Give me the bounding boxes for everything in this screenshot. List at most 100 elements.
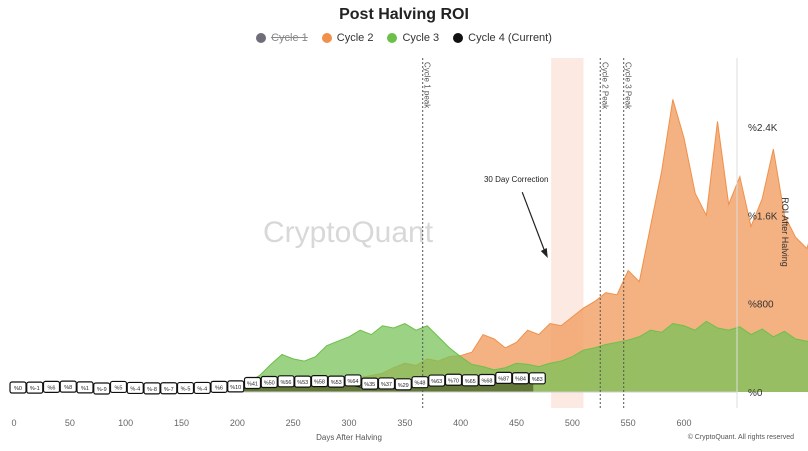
annotation-label: 30 Day Correction <box>484 175 548 184</box>
data-label: %-9 <box>93 382 111 395</box>
data-label: %5 <box>109 380 128 394</box>
data-label-text: %6 <box>215 385 223 391</box>
data-label-text: %-9 <box>97 387 107 393</box>
x-tick-label: 0 <box>11 418 16 428</box>
data-label: %-4 <box>126 381 144 395</box>
legend-label: Cycle 1 <box>271 32 308 44</box>
data-label-text: %50 <box>264 380 275 386</box>
legend-swatch <box>321 33 332 43</box>
y-tick-label: %1.6K <box>748 211 778 222</box>
x-tick-label: 450 <box>509 418 524 428</box>
data-label-text: %5 <box>115 385 123 391</box>
data-label-text: %-4 <box>130 386 140 392</box>
data-label-text: %37 <box>381 382 392 388</box>
data-label-text: %-1 <box>30 386 40 392</box>
data-label-box <box>478 373 496 387</box>
peak-label: Cycle 1 peak <box>423 62 432 109</box>
data-label-box <box>411 376 429 389</box>
data-label-box <box>210 380 228 393</box>
legend-label: Cycle 3 <box>402 32 440 44</box>
data-label-box <box>377 377 396 390</box>
data-label-box <box>193 381 211 395</box>
data-label-text: %8 <box>64 385 72 391</box>
data-label-box <box>461 374 479 387</box>
data-label-box <box>227 380 245 393</box>
data-label-text: %84 <box>515 377 526 383</box>
data-label-text: %-4 <box>197 386 207 392</box>
data-label: %50 <box>260 375 278 389</box>
data-label: %53 <box>294 375 312 388</box>
y-tick-label: %0 <box>748 388 763 399</box>
data-label: %35 <box>361 377 379 390</box>
data-label-text: %56 <box>280 380 291 386</box>
data-label: %-8 <box>143 382 161 395</box>
data-label-text: %35 <box>364 382 375 388</box>
data-label: %70 <box>444 373 463 386</box>
data-label: %58 <box>310 374 329 388</box>
legend-cycle-1[interactable]: Cycle 1 <box>256 32 308 44</box>
data-label: %63 <box>428 374 446 387</box>
data-label-box <box>93 382 111 395</box>
x-tick-label: 600 <box>676 418 691 428</box>
data-label-box <box>59 380 77 393</box>
data-label-text: %87 <box>498 376 509 382</box>
peak-label: Cycle 2 Peak <box>600 62 609 110</box>
data-label: %37 <box>377 377 396 390</box>
area-cycle-3 <box>14 321 808 392</box>
x-tick-label: 150 <box>174 418 189 428</box>
data-label-box <box>511 372 530 385</box>
data-label-box <box>327 375 345 388</box>
x-axis-title: Days After Halving <box>316 433 382 442</box>
data-label-text: %64 <box>347 379 358 385</box>
legend-swatch <box>453 33 464 43</box>
x-tick-label: 350 <box>397 418 412 428</box>
y-axis-title: ROI After Halving <box>780 197 790 267</box>
data-label-text: %58 <box>314 380 325 386</box>
watermark: CryptoQuant <box>263 216 434 249</box>
legend-cycle-4[interactable]: Cycle 4 (Current) <box>453 32 552 44</box>
data-label: %53 <box>327 375 345 388</box>
x-tick-label: 50 <box>65 418 75 428</box>
legend-cycle-3[interactable]: Cycle 3 <box>387 32 439 44</box>
data-label: %65 <box>461 374 479 387</box>
data-label-box <box>361 377 379 390</box>
arrow-head-icon <box>540 247 548 258</box>
data-label-text: %53 <box>331 380 342 386</box>
data-label-text: %63 <box>431 379 442 385</box>
data-label-text: %-8 <box>147 387 157 393</box>
data-label-box <box>294 375 312 388</box>
data-label-box <box>243 376 262 390</box>
data-label-box <box>9 381 27 394</box>
peak-label: Cycle 3 Peak <box>624 62 633 110</box>
data-label-box <box>344 374 362 387</box>
data-label: %-5 <box>176 381 195 395</box>
data-label: %10 <box>227 380 245 393</box>
data-label: %29 <box>394 378 412 391</box>
data-label-text: %53 <box>297 380 308 386</box>
data-label: %68 <box>478 373 496 387</box>
data-label-box <box>126 381 144 395</box>
legend: Cycle 1 Cycle 2 Cycle 3 Cycle 4 (Current… <box>0 32 808 44</box>
data-label: %56 <box>277 375 295 388</box>
data-label: %87 <box>495 371 513 384</box>
data-label-box <box>310 374 329 388</box>
legend-cycle-2[interactable]: Cycle 2 <box>321 32 374 44</box>
data-label: %0 <box>9 381 27 394</box>
chart-title: Post Halving ROI <box>339 6 469 23</box>
legend-label: Cycle 2 <box>336 32 374 44</box>
legend-label: Cycle 4 (Current) <box>468 32 552 44</box>
data-label-text: %29 <box>398 383 409 389</box>
data-label-text: %10 <box>230 385 241 391</box>
data-label: %6 <box>42 380 61 393</box>
data-label: %-4 <box>193 381 211 395</box>
data-label-box <box>76 381 94 394</box>
data-label-box <box>42 380 61 393</box>
data-label: %64 <box>344 374 362 387</box>
data-label-box <box>176 381 195 395</box>
data-label-box <box>277 375 295 388</box>
x-tick-label: 300 <box>341 418 356 428</box>
data-label-text: %68 <box>481 378 492 384</box>
data-label-text: %41 <box>247 381 258 387</box>
data-label-box <box>528 372 546 385</box>
